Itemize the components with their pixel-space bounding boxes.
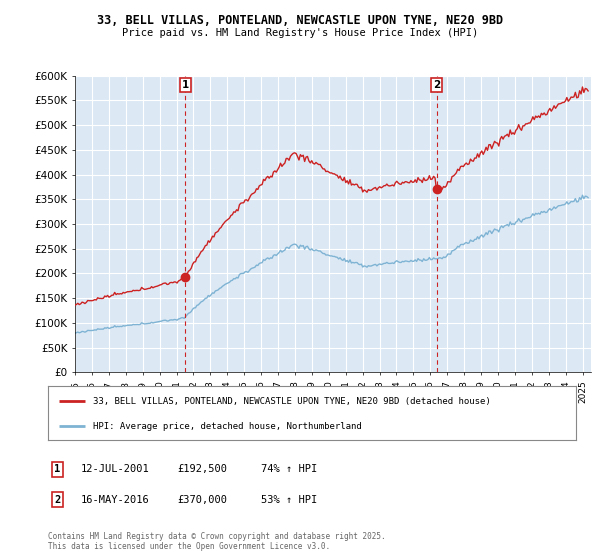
Text: 74% ↑ HPI: 74% ↑ HPI (261, 464, 317, 474)
Text: 2: 2 (54, 494, 60, 505)
Text: 1: 1 (54, 464, 60, 474)
Text: 2: 2 (433, 80, 440, 90)
Text: 16-MAY-2016: 16-MAY-2016 (81, 494, 150, 505)
Text: HPI: Average price, detached house, Northumberland: HPI: Average price, detached house, Nort… (93, 422, 362, 431)
Text: £370,000: £370,000 (177, 494, 227, 505)
Text: 1: 1 (182, 80, 189, 90)
Text: 12-JUL-2001: 12-JUL-2001 (81, 464, 150, 474)
Text: £192,500: £192,500 (177, 464, 227, 474)
Text: 33, BELL VILLAS, PONTELAND, NEWCASTLE UPON TYNE, NE20 9BD (detached house): 33, BELL VILLAS, PONTELAND, NEWCASTLE UP… (93, 397, 491, 406)
Text: Price paid vs. HM Land Registry's House Price Index (HPI): Price paid vs. HM Land Registry's House … (122, 28, 478, 38)
Text: 53% ↑ HPI: 53% ↑ HPI (261, 494, 317, 505)
Text: 33, BELL VILLAS, PONTELAND, NEWCASTLE UPON TYNE, NE20 9BD: 33, BELL VILLAS, PONTELAND, NEWCASTLE UP… (97, 14, 503, 27)
Text: Contains HM Land Registry data © Crown copyright and database right 2025.
This d: Contains HM Land Registry data © Crown c… (48, 532, 386, 552)
